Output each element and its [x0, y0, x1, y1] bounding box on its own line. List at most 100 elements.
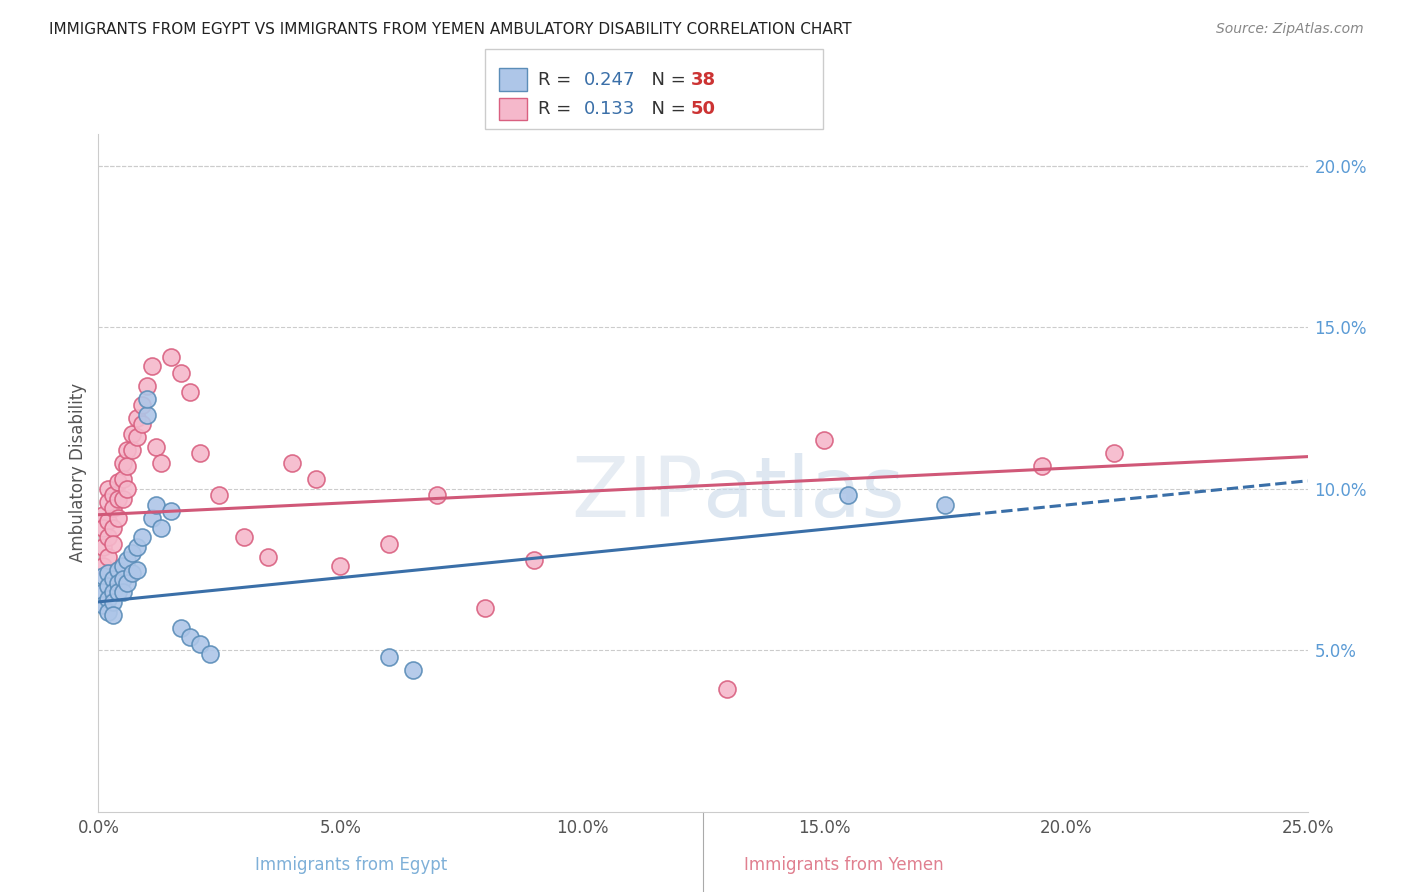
- Point: [97, 579, 120, 593]
- Point: [188, 637, 211, 651]
- Point: [169, 621, 191, 635]
- Text: N =: N =: [640, 100, 692, 119]
- Point: [97, 605, 120, 619]
- Point: [179, 385, 201, 400]
- Point: [160, 350, 183, 364]
- Point: [1031, 459, 1053, 474]
- Point: [91, 508, 114, 522]
- Text: R =: R =: [538, 100, 583, 119]
- Point: [97, 495, 120, 509]
- Point: [91, 559, 114, 574]
- Point: [117, 575, 139, 590]
- Point: [135, 378, 157, 392]
- Point: [141, 359, 163, 374]
- Point: [101, 501, 124, 516]
- Point: [121, 443, 143, 458]
- Point: [141, 511, 163, 525]
- Point: [127, 540, 149, 554]
- Point: [131, 530, 153, 544]
- Point: [135, 392, 157, 406]
- Text: IMMIGRANTS FROM EGYPT VS IMMIGRANTS FROM YEMEN AMBULATORY DISABILITY CORRELATION: IMMIGRANTS FROM EGYPT VS IMMIGRANTS FROM…: [49, 22, 852, 37]
- Text: 0.133: 0.133: [583, 100, 636, 119]
- Point: [121, 427, 143, 442]
- Text: Source: ZipAtlas.com: Source: ZipAtlas.com: [1216, 22, 1364, 37]
- Point: [198, 647, 221, 661]
- Point: [107, 491, 129, 506]
- Point: [117, 443, 139, 458]
- Point: [474, 601, 496, 615]
- Point: [145, 440, 167, 454]
- Point: [117, 482, 139, 496]
- Point: [127, 563, 149, 577]
- Point: [716, 681, 738, 696]
- Point: [121, 546, 143, 560]
- Point: [426, 488, 449, 502]
- Text: 0.247: 0.247: [583, 70, 636, 88]
- Point: [837, 488, 859, 502]
- Point: [91, 569, 114, 583]
- Point: [377, 537, 399, 551]
- Point: [97, 591, 120, 606]
- Point: [111, 456, 134, 470]
- Point: [1102, 446, 1125, 460]
- Point: [117, 553, 139, 567]
- Point: [127, 410, 149, 425]
- Point: [97, 566, 120, 580]
- Point: [131, 398, 153, 412]
- Text: Immigrants from Yemen: Immigrants from Yemen: [744, 855, 943, 873]
- Point: [131, 417, 153, 432]
- Point: [107, 585, 129, 599]
- Point: [101, 585, 124, 599]
- Text: R =: R =: [538, 70, 578, 88]
- Y-axis label: Ambulatory Disability: Ambulatory Disability: [69, 384, 87, 562]
- Point: [127, 430, 149, 444]
- Text: ZIP: ZIP: [571, 452, 703, 533]
- Point: [97, 530, 120, 544]
- Point: [97, 514, 120, 528]
- Point: [208, 488, 231, 502]
- Point: [107, 563, 129, 577]
- Point: [101, 595, 124, 609]
- Point: [101, 537, 124, 551]
- Text: 50: 50: [690, 100, 716, 119]
- Point: [232, 530, 254, 544]
- Text: Immigrants from Egypt: Immigrants from Egypt: [256, 855, 447, 873]
- Point: [145, 498, 167, 512]
- Point: [111, 585, 134, 599]
- Point: [135, 408, 157, 422]
- Point: [281, 456, 304, 470]
- Point: [107, 475, 129, 490]
- Point: [934, 498, 956, 512]
- Point: [188, 446, 211, 460]
- Point: [179, 631, 201, 645]
- Point: [813, 434, 835, 448]
- Point: [402, 663, 425, 677]
- Point: [111, 491, 134, 506]
- Point: [121, 566, 143, 580]
- Point: [91, 585, 114, 599]
- Point: [256, 549, 278, 564]
- Point: [111, 559, 134, 574]
- Point: [305, 472, 328, 486]
- Point: [101, 488, 124, 502]
- Point: [111, 572, 134, 586]
- Text: N =: N =: [640, 70, 692, 88]
- Point: [117, 459, 139, 474]
- Point: [91, 540, 114, 554]
- Point: [97, 549, 120, 564]
- Point: [329, 559, 352, 574]
- Text: atlas: atlas: [703, 452, 904, 533]
- Text: 38: 38: [690, 70, 716, 88]
- Point: [150, 456, 173, 470]
- Point: [169, 366, 191, 380]
- Point: [107, 575, 129, 590]
- Point: [111, 472, 134, 486]
- Point: [101, 607, 124, 622]
- Point: [523, 553, 546, 567]
- Point: [150, 521, 173, 535]
- Point: [377, 649, 399, 664]
- Point: [101, 572, 124, 586]
- Point: [91, 521, 114, 535]
- Point: [91, 598, 114, 612]
- Point: [160, 504, 183, 518]
